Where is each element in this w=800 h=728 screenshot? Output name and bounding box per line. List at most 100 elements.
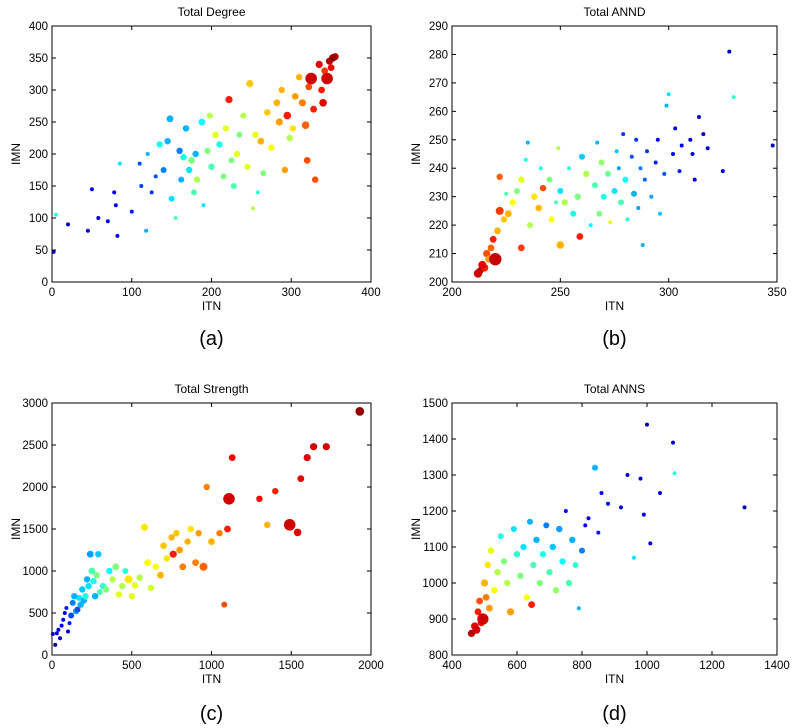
data-point	[74, 606, 81, 613]
y-tick-label: 1100	[423, 542, 448, 554]
data-point	[476, 597, 483, 605]
data-point	[85, 582, 92, 590]
data-point	[157, 571, 164, 579]
data-point	[567, 166, 571, 171]
data-point	[240, 112, 247, 119]
data-point	[160, 542, 168, 550]
data-point	[653, 160, 658, 165]
data-point	[636, 206, 641, 210]
data-point	[66, 222, 70, 227]
data-point	[225, 96, 233, 104]
chart-title: Total ANND	[583, 5, 645, 19]
data-point	[184, 538, 191, 545]
data-point	[54, 212, 58, 217]
data-point	[671, 152, 675, 156]
data-point	[632, 555, 636, 560]
data-point	[539, 551, 547, 558]
data-point	[588, 223, 593, 228]
data-point	[178, 176, 185, 183]
x-tick-label: 2000	[358, 660, 384, 672]
data-point	[477, 613, 489, 625]
data-point	[152, 563, 159, 570]
data-point	[504, 210, 512, 218]
y-tick-label: 1200	[422, 506, 448, 518]
data-point	[506, 608, 515, 616]
y-tick-label: 500	[29, 608, 48, 620]
data-point	[233, 150, 241, 158]
data-point	[625, 217, 630, 222]
data-point	[50, 632, 55, 636]
data-point	[514, 188, 520, 194]
data-point	[618, 199, 624, 206]
data-point	[59, 623, 64, 628]
data-point	[216, 141, 223, 148]
x-axis-label: ITN	[605, 672, 624, 686]
data-point	[303, 157, 311, 164]
data-point	[549, 543, 556, 551]
y-axis-label: IMN	[409, 518, 423, 540]
data-point	[198, 118, 206, 126]
data-point	[147, 584, 155, 591]
x-tick-label: 1000	[199, 660, 225, 672]
data-point	[291, 93, 299, 100]
data-point	[535, 204, 542, 212]
y-tick-label: 200	[429, 277, 448, 289]
data-point	[494, 227, 501, 235]
data-point	[182, 125, 190, 132]
data-point	[486, 604, 493, 612]
x-axis-label: ITN	[202, 299, 221, 313]
data-point	[622, 176, 629, 183]
data-point	[293, 528, 302, 537]
data-point	[592, 182, 598, 189]
data-point	[173, 530, 180, 537]
x-tick-label: 1200	[699, 660, 725, 672]
data-point	[119, 582, 126, 590]
panel-caption: (b)	[602, 328, 626, 350]
data-point	[136, 574, 143, 581]
data-point	[664, 103, 669, 108]
data-point	[539, 184, 547, 192]
data-point	[145, 152, 150, 156]
data-point	[90, 577, 97, 585]
data-point	[58, 636, 62, 641]
data-point	[561, 199, 568, 206]
y-tick-label: 150	[29, 181, 48, 193]
data-point	[491, 587, 498, 594]
data-point	[179, 563, 187, 571]
data-point	[106, 567, 113, 575]
data-point	[53, 642, 58, 647]
y-tick-label: 900	[429, 614, 448, 626]
x-tick-label: 600	[507, 660, 526, 672]
data-point	[592, 464, 598, 471]
y-tick-label: 1400	[422, 434, 448, 446]
data-point	[662, 171, 667, 176]
y-tick-label: 50	[35, 245, 48, 257]
data-point	[527, 222, 533, 229]
y-tick-label: 0	[42, 277, 48, 289]
data-point	[489, 253, 502, 266]
data-point	[478, 260, 487, 269]
data-point	[528, 601, 535, 608]
y-tick-label: 240	[429, 163, 448, 175]
data-point	[230, 183, 237, 189]
x-tick-label: 300	[659, 287, 678, 299]
data-point	[576, 606, 581, 611]
data-point	[642, 177, 647, 182]
data-point	[530, 561, 537, 569]
data-point	[616, 166, 621, 171]
y-tick-label: 1500	[22, 524, 48, 536]
y-axis-label: IMN	[9, 143, 23, 165]
x-tick-label: 250	[551, 287, 570, 299]
chart-title: Total ANNS	[584, 382, 645, 396]
data-point	[186, 166, 193, 174]
data-point	[85, 228, 90, 233]
y-tick-label: 1000	[422, 578, 448, 590]
data-point	[500, 558, 508, 565]
data-point	[583, 170, 590, 178]
data-point	[289, 125, 296, 132]
data-point	[489, 235, 497, 243]
data-point	[523, 157, 528, 162]
data-point	[66, 629, 70, 634]
y-tick-label: 230	[429, 192, 448, 204]
y-tick-label: 2000	[22, 482, 48, 494]
